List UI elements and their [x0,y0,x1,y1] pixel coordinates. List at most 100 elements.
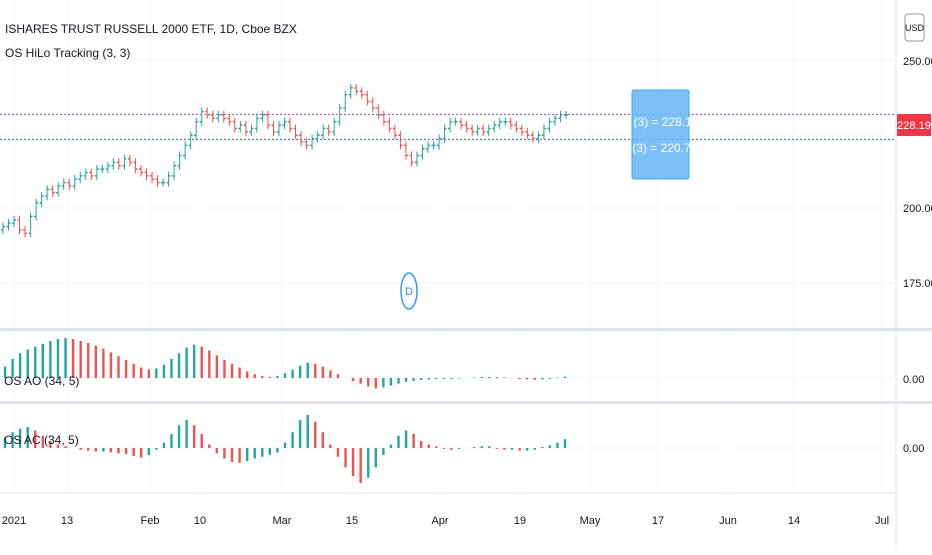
ac-histogram [3,414,567,483]
price-candle [276,121,281,136]
price-candle [426,141,431,153]
price-candle [1,222,5,234]
x-tick-2: Feb [141,515,160,527]
price-candle [133,158,138,174]
price-candle [72,175,77,191]
price-candle [530,131,535,143]
grid [0,0,896,493]
price-candle [299,131,304,147]
price-candle [492,121,497,133]
price-candle [227,114,232,126]
price-candle [481,124,486,136]
price-candle [547,117,552,133]
price-candle [315,131,320,143]
price-candle [127,154,132,167]
price-candle [232,117,237,133]
x-axis[interactable]: 2021 13 Feb 10 Mar 15 Apr 19 May 17 Jun 14 Jul [2,515,889,527]
price-candle [221,110,226,123]
price-candle [431,141,436,150]
x-tick-10: Jun [719,515,737,527]
price-candle [343,90,348,113]
price-candle [486,124,491,136]
price-candle [519,124,524,136]
price-candle [199,107,204,126]
price-candle [216,110,221,123]
price-candle [414,151,419,167]
x-tick-3: 10 [194,515,206,527]
price-candle [17,215,22,234]
ac-pane-label[interactable]: OS AC (34, 5) [4,433,79,447]
info-box-high-text: H (3) = 228.19 [621,115,698,129]
price-candle [210,110,215,123]
price-candle [28,212,33,238]
currency-button[interactable]: USD [904,13,925,42]
price-candle [508,117,513,130]
dividend-marker[interactable]: D [400,272,418,310]
ac-zero-tick: 0.00 [903,443,924,455]
x-tick-4: Mar [273,515,292,527]
price-candle [293,124,298,140]
price-candle [475,124,480,136]
price-candle [387,117,392,133]
price-candle [541,124,546,140]
price-candles [1,83,568,238]
x-tick-0: 2021 [2,515,26,527]
price-candle [403,141,408,160]
x-tick-7: 19 [514,515,526,527]
price-candle [61,178,66,191]
price-candle [194,117,199,140]
price-candle [94,165,99,180]
current-price-badge: 228.19 [897,114,931,136]
price-candle [392,124,397,140]
price-candle [310,134,315,150]
y-tick-250: 250.00 [903,56,932,68]
price-candle [138,165,143,177]
price-candle [304,137,309,150]
price-candle [381,110,386,126]
price-candle [249,124,254,136]
x-tick-11: 14 [788,515,800,527]
info-box-low-text: L (3) = 220.78 [623,141,698,155]
price-candle [39,192,44,207]
price-candle [525,127,530,140]
price-candle [122,154,127,170]
price-candle [558,110,563,123]
price-candle [398,131,403,150]
price-candle [161,178,166,187]
pane-separator-ac[interactable] [0,401,932,404]
price-candle [376,104,381,120]
price-candle [12,215,17,228]
hilo-info-box[interactable]: H (3) = 228.19 L (3) = 220.78 [621,89,699,180]
price-candle [409,151,414,167]
ao-pane-label[interactable]: OS AO (34, 5) [4,374,79,388]
price-candle [348,83,353,99]
price-candle [172,161,177,180]
price-candle [332,117,337,136]
y-tick-200: 200.00 [903,203,932,215]
price-candle [116,158,121,170]
price-candle [144,168,149,180]
price-candle [100,165,105,174]
price-candle [448,117,453,133]
price-candle [260,110,265,123]
price-candle [166,171,171,187]
price-candle [354,83,359,96]
x-tick-6: Apr [431,515,448,527]
price-candle [326,124,331,136]
currency-label: USD [905,23,925,33]
price-candle [243,121,248,136]
price-candle [265,110,270,130]
x-tick-1: 13 [61,515,73,527]
price-candle [238,121,243,133]
pane-separator-ao[interactable] [0,328,932,331]
price-candle [288,117,293,133]
indicator-label[interactable]: OS HiLo Tracking (3, 3) [5,46,130,60]
price-candle [464,121,469,133]
price-candle [67,178,72,191]
price-candle [442,124,447,143]
price-candle [6,219,11,231]
symbol-title[interactable]: ISHARES TRUST RUSSELL 2000 ETF, 1D, Cboe… [5,22,297,36]
price-candle [45,185,50,201]
